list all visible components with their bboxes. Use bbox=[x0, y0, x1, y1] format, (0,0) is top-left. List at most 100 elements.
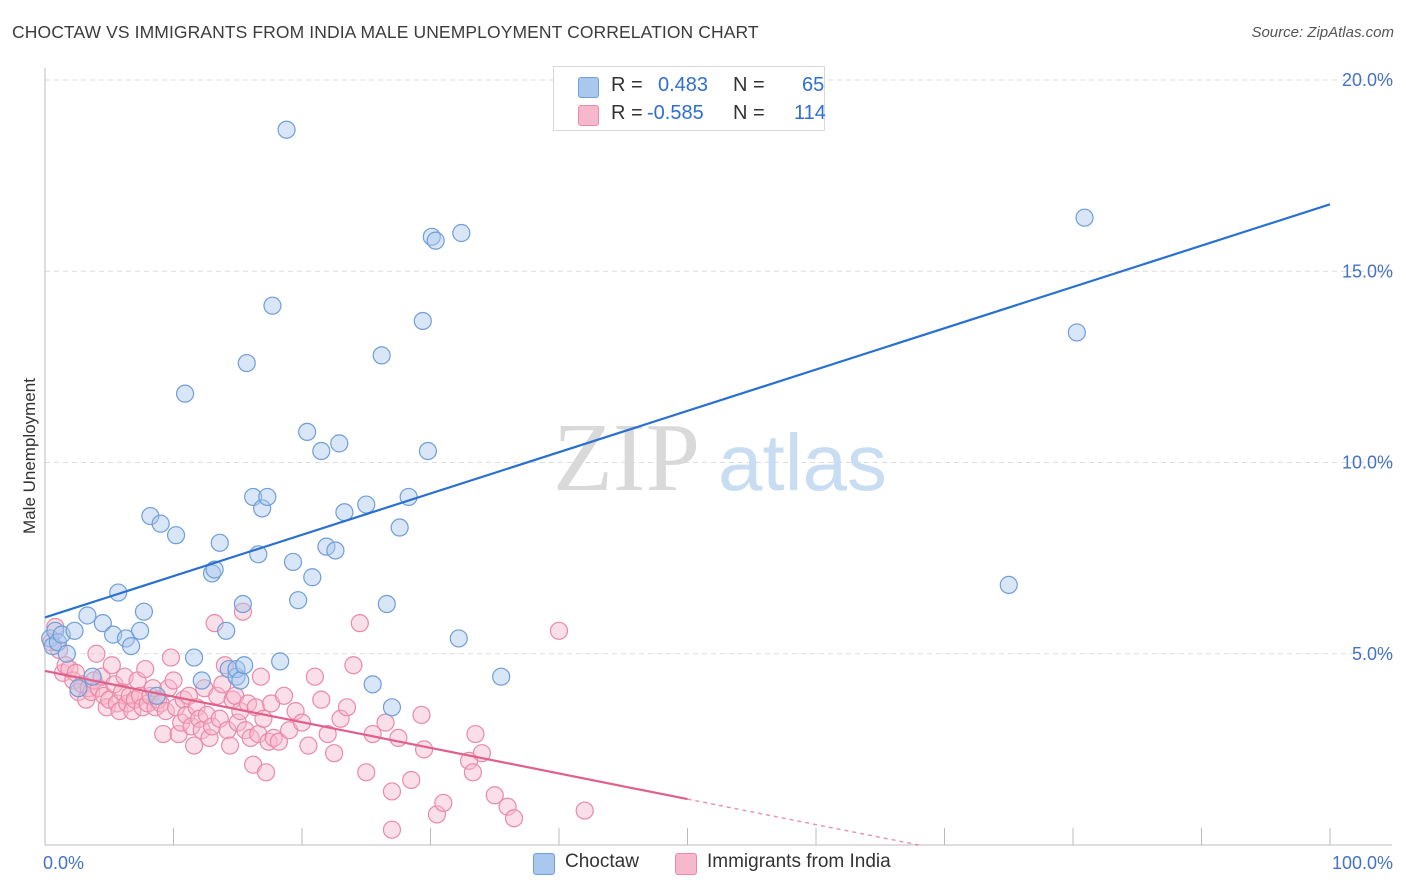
india-point bbox=[318, 724, 337, 744]
y-axis-title: Male Unemployment bbox=[20, 378, 39, 534]
india-point bbox=[402, 770, 421, 790]
india-point bbox=[412, 705, 431, 725]
india-point bbox=[325, 744, 344, 763]
india-point bbox=[376, 713, 395, 732]
india-point bbox=[485, 786, 504, 805]
india-point bbox=[136, 659, 155, 679]
choctaw-point bbox=[390, 518, 409, 537]
india-point bbox=[305, 667, 324, 686]
india-trend-line bbox=[44, 669, 688, 801]
choctaw-point bbox=[492, 667, 511, 686]
india-point bbox=[498, 797, 517, 816]
choctaw-point bbox=[283, 552, 303, 572]
choctaw-point bbox=[289, 591, 308, 610]
india-point bbox=[220, 736, 240, 755]
legend-swatch-choctaw bbox=[578, 77, 599, 98]
india-point bbox=[102, 656, 121, 675]
choctaw-point bbox=[175, 384, 195, 403]
india-point bbox=[382, 820, 402, 839]
choctaw-point bbox=[233, 594, 252, 614]
india-point bbox=[251, 667, 270, 686]
india-point bbox=[575, 801, 594, 820]
trend-lines bbox=[44, 203, 1331, 846]
choctaw-point bbox=[65, 621, 84, 640]
choctaw-point bbox=[413, 311, 432, 331]
choctaw-point bbox=[317, 537, 336, 556]
india-point bbox=[161, 648, 181, 667]
india-point bbox=[549, 621, 569, 640]
choctaw-point bbox=[263, 296, 282, 315]
india-point bbox=[87, 644, 106, 663]
legend-r-label: R = bbox=[611, 102, 643, 124]
legend-swatch-india bbox=[578, 105, 599, 126]
choctaw-point bbox=[147, 686, 166, 705]
correlation-legend: R = 0.483 N = 65 R = -0.585 N = 114 bbox=[553, 66, 826, 131]
choctaw-point bbox=[93, 614, 112, 633]
india-point bbox=[466, 724, 485, 744]
y-tick-label: 15.0% bbox=[1342, 261, 1393, 281]
choctaw-point bbox=[121, 636, 141, 656]
choctaw-point bbox=[363, 675, 382, 694]
india-point bbox=[182, 717, 201, 736]
choctaw-point bbox=[57, 644, 76, 663]
watermark-atlas: atlas bbox=[718, 418, 887, 507]
india-point bbox=[269, 732, 288, 751]
choctaw-point bbox=[134, 602, 154, 621]
india-point bbox=[228, 713, 247, 732]
india-point bbox=[382, 782, 402, 801]
choctaw-point bbox=[258, 487, 277, 507]
choctaw-point bbox=[449, 629, 468, 648]
india-point bbox=[350, 614, 369, 633]
choctaw-point bbox=[166, 526, 186, 545]
y-tick-label: 20.0% bbox=[1342, 70, 1393, 90]
bottom-legend-swatch-choctaw bbox=[533, 853, 555, 875]
india-point bbox=[202, 717, 222, 736]
india-point bbox=[344, 656, 363, 675]
choctaw-point bbox=[452, 223, 471, 243]
choctaw-point bbox=[141, 506, 160, 526]
choctaw-point bbox=[192, 671, 211, 690]
choctaw-point bbox=[426, 231, 445, 250]
watermark: ZIP atlas bbox=[553, 404, 887, 512]
choctaw-point bbox=[253, 499, 272, 518]
legend-n-label: N = bbox=[733, 74, 765, 96]
choctaw-point bbox=[382, 698, 402, 717]
series-choctaw-points bbox=[41, 120, 1094, 717]
y-tick-label: 5.0% bbox=[1352, 644, 1393, 664]
choctaw-point bbox=[330, 434, 349, 453]
x-tick-label-end: 100.0% bbox=[1332, 853, 1393, 873]
bottom-legend-swatch-india bbox=[675, 853, 697, 875]
india-point bbox=[357, 763, 376, 782]
bottom-legend-label-choctaw: Choctaw bbox=[565, 851, 639, 872]
choctaw-point bbox=[130, 621, 150, 640]
india-point bbox=[218, 721, 237, 740]
choctaw-point bbox=[418, 441, 438, 461]
india-point bbox=[414, 740, 434, 759]
bottom-legend-label-india: Immigrants from India bbox=[707, 851, 891, 872]
x-tick-label-start: 0.0% bbox=[43, 853, 84, 873]
choctaw-point bbox=[357, 495, 376, 514]
choctaw-point bbox=[303, 568, 322, 587]
choctaw-point bbox=[151, 514, 170, 533]
legend-r-label: R = bbox=[611, 74, 643, 96]
india-point bbox=[233, 602, 252, 621]
choctaw-point bbox=[312, 441, 331, 461]
india-point bbox=[427, 805, 447, 824]
india-trend-extension bbox=[687, 798, 919, 846]
choctaw-point bbox=[184, 648, 204, 667]
india-point bbox=[256, 763, 276, 782]
choctaw-point bbox=[210, 533, 229, 552]
india-point bbox=[504, 809, 524, 828]
india-point bbox=[213, 675, 232, 694]
choctaw-point bbox=[237, 353, 256, 373]
india-point bbox=[184, 736, 204, 755]
india-point bbox=[337, 698, 357, 717]
india-point bbox=[156, 702, 175, 721]
choctaw-point bbox=[999, 575, 1018, 595]
india-point bbox=[312, 690, 331, 709]
india-point bbox=[110, 702, 129, 721]
chart-title: CHOCTAW VS IMMIGRANTS FROM INDIA MALE UN… bbox=[12, 22, 759, 42]
india-point bbox=[274, 686, 294, 705]
choctaw-trend-line bbox=[44, 203, 1331, 619]
choctaw-point bbox=[372, 346, 391, 365]
